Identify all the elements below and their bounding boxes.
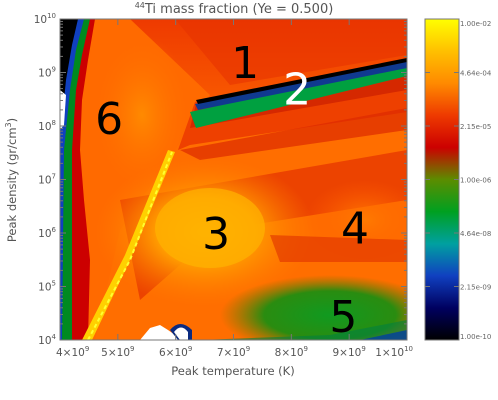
y-axis-label-sup: 3 xyxy=(4,122,13,127)
y-tick-label: 108 xyxy=(38,119,56,133)
x-axis-ticks: 4×109 5×109 6×109 7×109 8×109 9×109 1×1010 xyxy=(56,19,413,359)
y-axis-label-end: ) xyxy=(5,118,19,123)
x-tick-label: 1×1010 xyxy=(375,345,413,359)
region-labels: 12 3 4 5 6 xyxy=(95,38,369,343)
y-tick-label: 107 xyxy=(38,173,56,187)
colorbar-tick-label: 4.64e-08 xyxy=(460,230,491,238)
x-tick-label: 8×109 xyxy=(275,345,308,359)
chart-title: 44Ti mass fraction (Ye = 0.500) xyxy=(135,1,334,17)
y-tick-label: 106 xyxy=(38,226,56,240)
x-axis-label: Peak temperature (K) xyxy=(171,364,294,378)
region-label-4: 4 xyxy=(341,204,369,255)
x-tick-label: 6×109 xyxy=(159,345,192,359)
y-tick-label: 109 xyxy=(38,66,56,80)
colorbar-tick-label: 1.00e-02 xyxy=(460,20,491,28)
y-axis-label: Peak density (gr/cm3) xyxy=(4,118,19,242)
colorbar-tick-label: 1.00e-06 xyxy=(460,177,492,185)
y-tick-label: 105 xyxy=(38,280,56,294)
x-tick-label: 7×109 xyxy=(217,345,250,359)
title-superscript: 44 xyxy=(135,1,145,10)
colorbar-tick-label: 2.15e-09 xyxy=(460,284,491,292)
y-tick-label: 104 xyxy=(38,333,56,347)
region-label-1: 1 xyxy=(231,38,259,89)
region-label-5: 5 xyxy=(329,292,357,343)
colorbar-tick-label: 1.00e-10 xyxy=(460,333,491,341)
x-tick-label: 4×109 xyxy=(56,345,89,359)
y-tick-label: 1010 xyxy=(34,12,56,26)
colorbar-tick-label: 4.64e-04 xyxy=(460,70,492,78)
colorbar: 1.00e-02 4.64e-04 2.15e-05 1.00e-06 4.64e-08… xyxy=(424,18,492,341)
colorbar-ticks: 1.00e-02 4.64e-04 2.15e-05 1.00e-06 4.64e-08… xyxy=(425,18,492,341)
region-label-3: 3 xyxy=(202,209,230,260)
colorbar-gradient xyxy=(424,18,460,341)
heatmap-field xyxy=(60,19,407,340)
colorbar-tick-label: 2.15e-05 xyxy=(460,123,491,131)
region-label-6: 6 xyxy=(95,94,123,145)
title-text: Ti mass fraction (Ye = 0.500) xyxy=(144,2,333,17)
region-label-2: 2 xyxy=(283,65,311,116)
x-tick-label: 5×109 xyxy=(101,345,134,359)
x-tick-label: 9×109 xyxy=(333,345,366,359)
y-axis-ticks: 104 105 106 107 108 109 1010 xyxy=(34,12,407,347)
y-axis-label-main: Peak density (gr/cm xyxy=(5,127,19,242)
